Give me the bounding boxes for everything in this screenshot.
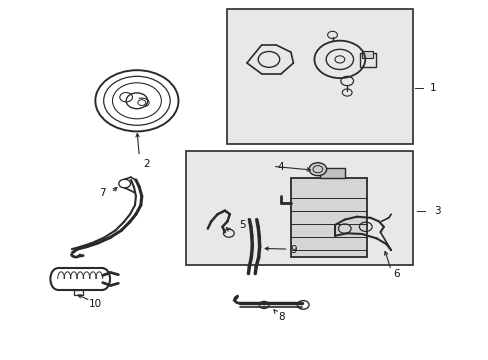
Text: 4: 4	[277, 162, 284, 172]
Circle shape	[308, 163, 326, 176]
Text: 9: 9	[289, 245, 296, 255]
Bar	[320, 168, 344, 178]
Bar	[227, 9, 412, 144]
Bar	[74, 290, 83, 295]
Text: 3: 3	[433, 206, 440, 216]
Text: 2: 2	[143, 159, 150, 169]
Bar	[185, 151, 412, 265]
Text: 1: 1	[428, 83, 435, 93]
Bar	[361, 51, 372, 58]
Text: 7: 7	[99, 188, 106, 198]
Text: 8: 8	[277, 312, 284, 322]
Text: 5: 5	[238, 220, 245, 230]
Bar	[290, 178, 366, 257]
Text: 10: 10	[89, 299, 102, 309]
Text: 6: 6	[392, 269, 399, 279]
Bar	[359, 53, 375, 67]
